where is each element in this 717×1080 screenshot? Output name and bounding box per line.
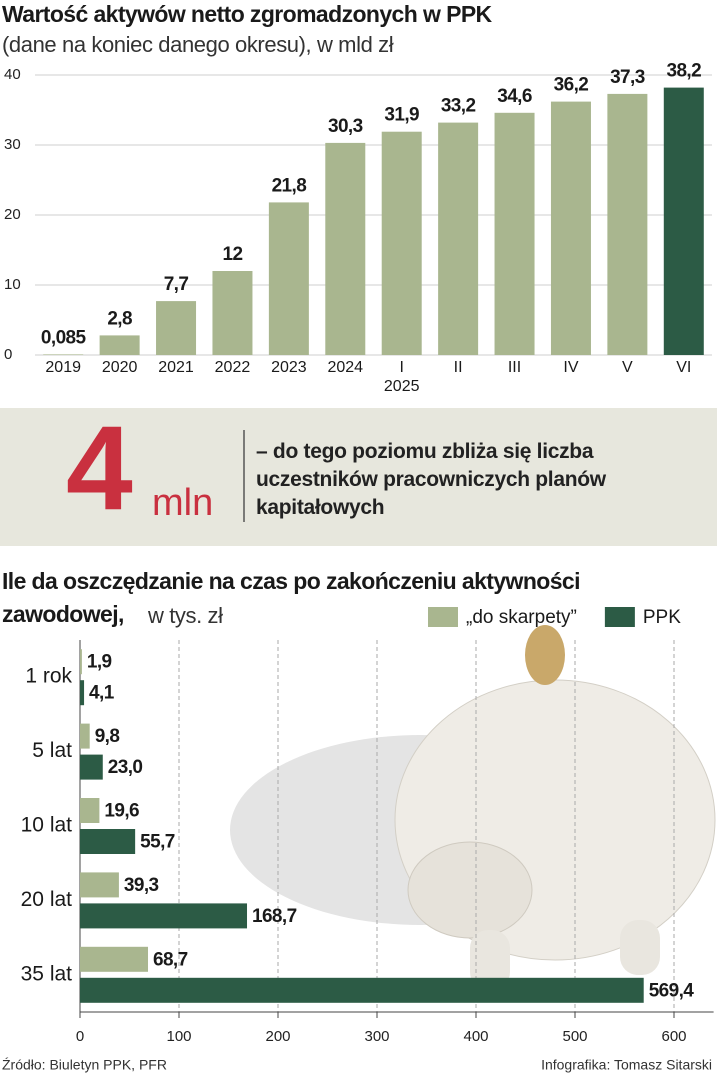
y-tick-label: 20 lat [21,888,73,911]
legend-label: PPK [643,607,681,628]
value-label: 2,8 [107,308,132,329]
y-tick-label: 20 [4,206,21,223]
value-label: 7,7 [164,274,189,295]
value-label: 168,7 [252,906,297,927]
chart-title: zawodowej, [2,601,124,627]
bar [80,946,149,972]
x-tick-label: 2024 [327,359,363,376]
bar [80,872,119,898]
bar [80,798,100,823]
bar [494,112,535,355]
legend-swatch [604,607,635,627]
coin [525,625,565,685]
value-label: 23,0 [108,757,143,778]
value-label: 39,3 [124,875,159,896]
x-tick-label: V [622,359,633,376]
source: Źródło: Biuletyn PPK, PFR [2,1057,167,1073]
y-tick-label: 10 lat [21,814,73,837]
x-tick-label: 0 [76,1028,84,1045]
credit: Infografika: Tomasz Sitarski [541,1057,712,1073]
value-label: 36,2 [554,75,589,96]
pig-leg [620,920,660,975]
bar [80,977,644,1003]
value-label: 30,3 [328,116,363,137]
callout-number: 4 [66,402,133,536]
bar [212,271,253,355]
chart-subtitle: (dane na koniec danego okresu), w mld zł [2,32,394,57]
value-label: 37,3 [610,67,645,88]
value-label: 68,7 [153,949,188,970]
value-label: 12 [222,244,242,265]
pig-leg [470,930,510,990]
bar [80,829,136,854]
x-tick-label: 2020 [102,359,138,376]
value-label: 4,1 [89,683,115,704]
x-tick-label: IV [563,359,578,376]
bar [80,649,82,675]
x-tick-label: 300 [364,1028,389,1045]
y-tick-label: 5 lat [32,739,72,762]
x-tick-label: 600 [661,1028,686,1045]
callout-box [0,408,717,546]
x-tick-label: 2019 [45,359,81,376]
value-label: 0,085 [41,327,87,348]
bar [99,335,140,355]
bar [663,87,704,355]
y-tick-label: 1 rok [25,665,72,688]
x-tick-label: I [399,359,403,376]
x-tick-label: 2021 [158,359,194,376]
value-label: 33,2 [441,96,476,117]
x-tick-label: 2022 [215,359,251,376]
value-label: 21,8 [272,175,307,196]
legend-label: „do skarpety” [466,607,577,628]
chart-title: Wartość aktywów netto zgromadzonych w PP… [2,1,493,27]
chart-unit: w tys. zł [147,603,223,628]
value-label: 38,2 [666,61,701,82]
value-label: 19,6 [104,801,139,822]
bar [438,122,479,355]
bar [80,680,85,706]
value-label: 34,6 [497,86,532,107]
x-group-label: 2025 [384,378,420,395]
x-tick-label: 100 [166,1028,191,1045]
value-label: 569,4 [649,980,695,1001]
bar [156,301,197,355]
x-tick-label: III [508,359,521,376]
y-tick-label: 40 [4,66,21,83]
y-tick-label: 35 lat [21,962,73,985]
legend-swatch [428,607,458,627]
callout-text: – do tego poziomu zbliża się liczba ucze… [256,440,606,519]
value-label: 55,7 [140,832,175,853]
bar [550,101,591,355]
bar [268,202,309,355]
bar [80,723,90,749]
x-tick-label: VI [676,359,691,376]
x-tick-label: 500 [562,1028,587,1045]
bar [80,754,103,780]
x-tick-label: 200 [265,1028,290,1045]
callout-text-box: – do tego poziomu zbliża się liczba ucze… [256,440,606,519]
bar [80,903,248,929]
value-label: 31,9 [384,105,419,126]
callout-unit: mln [152,482,213,524]
chart-title: Ile da oszczędzanie na czas po zakończen… [2,568,580,594]
pig-snout [407,841,533,939]
y-tick-label: 30 [4,136,21,153]
piggy-bank [230,625,716,990]
bar [43,354,84,355]
value-label: 1,9 [87,652,112,673]
value-label: 9,8 [95,726,120,747]
x-tick-label: 2023 [271,359,307,376]
x-tick-label: 400 [463,1028,488,1045]
y-tick-label: 0 [4,346,12,363]
bar [381,131,422,355]
x-tick-label: II [454,359,463,376]
y-tick-label: 10 [4,276,21,293]
bar [607,93,648,356]
bar [325,142,366,355]
